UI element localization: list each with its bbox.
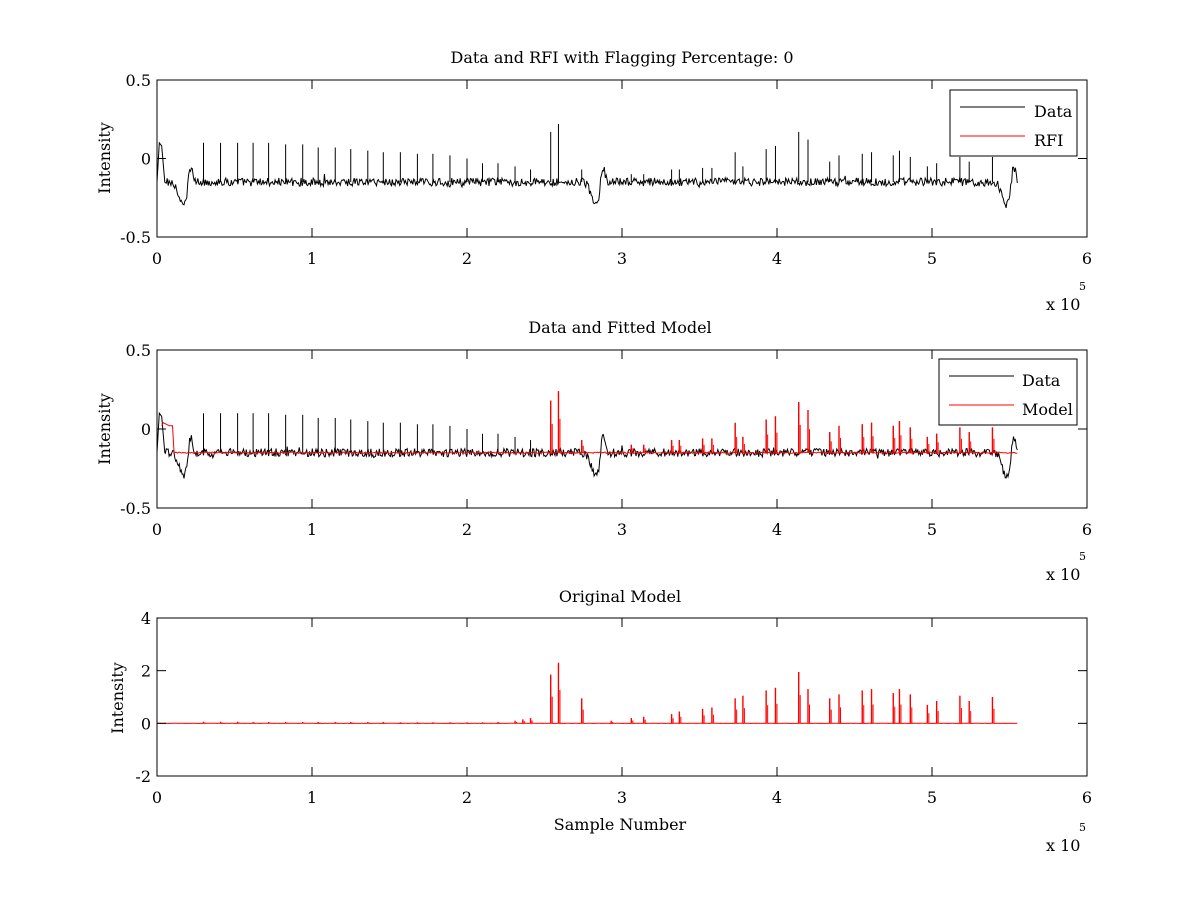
subplot-3-x-exponent-power: 5: [1079, 821, 1086, 834]
subplot-2-x-exponent-power: 5: [1079, 550, 1086, 563]
subplot-2-traces: [156, 391, 1018, 479]
x-tick-label: 4: [772, 788, 782, 807]
x-tick-label: 1: [307, 520, 317, 539]
x-tick-label: 1: [307, 249, 317, 268]
subplot-2-legend: Data Model: [938, 358, 1078, 426]
x-tick-label: 5: [927, 249, 937, 268]
subplot-2-legend-box: [938, 358, 1078, 426]
x-tick-label: 3: [617, 788, 627, 807]
subplot-3-title: Original Model: [559, 587, 681, 606]
subplot-3-x-exponent: x 10: [1046, 836, 1080, 855]
subplot-3-traces: [157, 662, 1018, 724]
x-tick-label: 0: [152, 249, 162, 268]
data-trace: [156, 411, 1018, 479]
x-tick-label: 0: [152, 520, 162, 539]
x-tick-label: 2: [462, 249, 472, 268]
y-tick-label: 0: [141, 714, 151, 733]
subplot-1-title: Data and RFI with Flagging Percentage: 0: [450, 48, 793, 67]
subplot-2: Data and Fitted Model Intensity 0 1 2 3 4 5 6 0…: [95, 318, 1092, 584]
subplot-1-legend: Data RFI: [949, 89, 1078, 157]
subplot-1-x-exponent-power: 5: [1079, 280, 1086, 293]
subplot-2-x-exponent: x 10: [1046, 565, 1080, 584]
y-tick-label: 4: [141, 609, 151, 628]
subplot-1-ylabel: Intensity: [95, 122, 114, 194]
subplot-1: Data and RFI with Flagging Percentage: 0…: [95, 48, 1092, 314]
y-tick-label: 0.5: [126, 341, 151, 360]
y-tick-label: 0: [141, 420, 151, 439]
x-tick-label: 2: [462, 520, 472, 539]
legend-rfi-label: RFI: [1034, 131, 1063, 150]
y-tick-label: 0: [141, 150, 151, 169]
x-tick-label: 4: [772, 249, 782, 268]
subplot-1-ticks: 0 1 2 3 4 5 60.50-0.5: [120, 71, 1092, 268]
x-tick-label: 5: [927, 520, 937, 539]
x-tick-label: 5: [927, 788, 937, 807]
subplot-3-ylabel: Intensity: [108, 662, 127, 734]
x-tick-label: 3: [617, 520, 627, 539]
y-tick-label: 0.5: [126, 71, 151, 90]
subplot-2-title: Data and Fitted Model: [528, 318, 711, 337]
y-tick-label: -0.5: [120, 228, 151, 247]
y-tick-label: 2: [141, 662, 151, 681]
subplot-3: Original Model Intensity Sample Number 0…: [108, 587, 1092, 855]
x-tick-label: 2: [462, 788, 472, 807]
subplot-2-ticks: 0 1 2 3 4 5 60.50-0.5: [120, 341, 1092, 539]
subplot-3-xlabel: Sample Number: [554, 815, 687, 834]
x-tick-label: 1: [307, 788, 317, 807]
data-trace: [156, 141, 1018, 209]
x-tick-label: 6: [1082, 249, 1092, 268]
x-tick-label: 3: [617, 249, 627, 268]
y-tick-label: -0.5: [120, 499, 151, 518]
subplot-1-traces: [156, 123, 1018, 209]
legend-model-label: Model: [1022, 400, 1073, 419]
model-trace: [161, 422, 1018, 455]
subplot-1-legend-box: [949, 89, 1078, 157]
legend-data-label: Data: [1034, 102, 1073, 121]
subplot-1-x-exponent: x 10: [1046, 295, 1080, 314]
legend-data-label: Data: [1022, 371, 1061, 390]
y-tick-label: -2: [135, 767, 151, 786]
x-tick-label: 6: [1082, 788, 1092, 807]
x-tick-label: 0: [152, 788, 162, 807]
x-tick-label: 4: [772, 520, 782, 539]
x-tick-label: 6: [1082, 520, 1092, 539]
subplot-2-ylabel: Intensity: [95, 393, 114, 465]
